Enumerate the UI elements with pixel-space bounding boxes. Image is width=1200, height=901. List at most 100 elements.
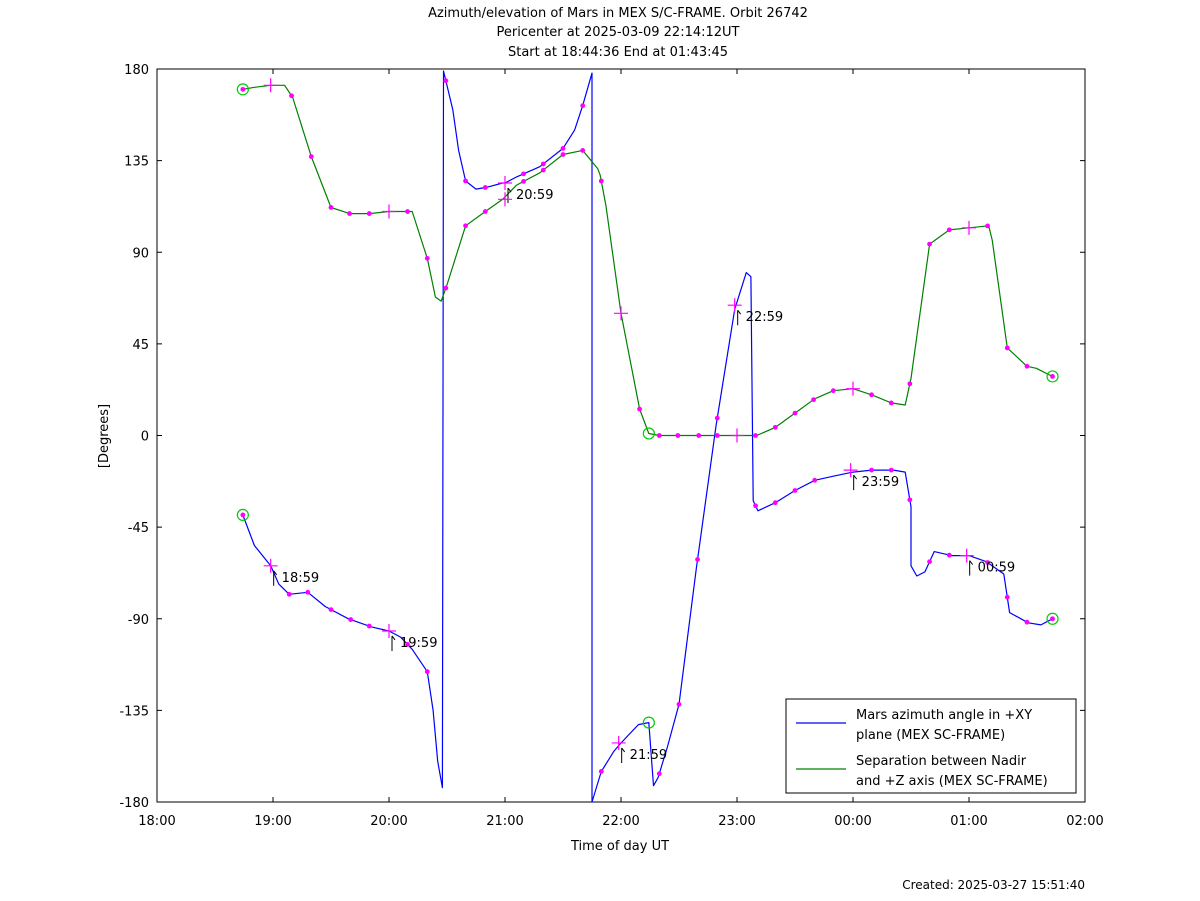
separation-marker-dot	[240, 86, 246, 92]
separation-marker-dot	[598, 178, 604, 184]
separation-marker-dot	[1024, 363, 1030, 369]
azimuth-marker-dot	[348, 617, 354, 622]
endpoint-circle-marker	[1046, 612, 1059, 625]
azimuth-marker-dot	[656, 771, 662, 777]
separation-marker-dot	[308, 154, 314, 159]
hour-label: 00:59	[978, 561, 1015, 576]
separation-marker-dot	[792, 410, 798, 416]
series-line-azimuth	[242, 70, 1053, 803]
separation-marker-dot	[869, 392, 874, 398]
separation-marker-dot	[424, 255, 430, 261]
azimuth-marker-dot	[1024, 619, 1030, 625]
hour-label-pointer	[621, 747, 626, 763]
separation-marker-dot	[888, 400, 894, 406]
legend-label-separation: Separation between Nadir	[856, 754, 1027, 769]
legend-label-azimuth: Mars azimuth angle in +XY	[856, 708, 1032, 723]
hour-label: 22:59	[746, 310, 783, 325]
separation-marker-dot	[540, 167, 546, 173]
hour-label: 18:59	[282, 571, 319, 586]
y-tick-label: -180	[119, 796, 149, 811]
hour-label-pointer	[853, 474, 858, 491]
hour-cross-marker	[843, 463, 858, 478]
azimuth-marker-dot	[772, 500, 778, 506]
separation-marker-dot	[946, 227, 952, 233]
legend-label-azimuth: plane (MEX SC-FRAME)	[856, 728, 1005, 743]
separation-marker-dot	[405, 209, 410, 214]
chart-title-line-2: Pericenter at 2025-03-09 22:14:12UT	[496, 25, 739, 40]
separation-marker-dot	[714, 433, 720, 438]
separation-marker-dot	[289, 93, 294, 99]
azimuth-marker-dot	[366, 623, 372, 629]
x-tick-label: 20:00	[370, 814, 407, 829]
x-tick-label: 23:00	[718, 814, 755, 829]
axes: 18:00 19:00 20:00 21:00 22:00 23:00 00:00 01:00…	[119, 63, 1103, 829]
separation-marker-dot	[811, 397, 816, 403]
hour-cross-marker	[263, 78, 278, 93]
hour-cross-marker	[962, 220, 976, 235]
hour-cross-marker	[614, 306, 628, 321]
azimuth-marker-dot	[907, 497, 913, 503]
y-tick-label: -135	[119, 704, 149, 719]
azimuth-marker-dot	[598, 769, 604, 774]
hour-label-pointer	[969, 560, 974, 576]
hour-cross-marker	[498, 176, 512, 191]
separation-marker-dot	[753, 433, 758, 438]
separation-marker-dot	[1004, 345, 1010, 351]
separation-marker-dot	[656, 433, 662, 438]
endpoint-circle-marker	[1046, 370, 1059, 383]
separation-marker-dot	[985, 223, 990, 229]
hour-cross-marker	[498, 192, 512, 207]
x-tick-label: 22:00	[602, 814, 639, 829]
hour-label-pointer	[507, 187, 512, 204]
x-axis-label: Time of day UT	[570, 839, 669, 854]
x-tick-label: 02:00	[1066, 814, 1103, 829]
separation-marker-dot	[560, 152, 566, 157]
hour-label-pointer	[391, 635, 396, 651]
azimuth-marker-dot	[463, 178, 468, 184]
hour-label: 21:59	[630, 748, 667, 763]
hour-cross-marker	[263, 558, 278, 573]
hour-cross-marker	[846, 381, 860, 396]
chart-title-line-1: Azimuth/elevation of Mars in MEX S/C-FRA…	[428, 6, 808, 21]
separation-marker-dot	[1050, 374, 1055, 379]
azimuth-marker-dot	[240, 512, 246, 518]
azimuth-marker-dot	[405, 642, 410, 647]
azimuth-marker-dot	[812, 477, 818, 483]
azimuth-marker-dot	[1004, 594, 1010, 600]
azimuth-marker-dot	[560, 146, 566, 151]
azimuth-marker-dot	[482, 185, 488, 190]
azimuth-marker-dot	[521, 171, 526, 177]
chart-title: Azimuth/elevation of Mars in MEX S/C-FRA…	[428, 6, 808, 60]
azimuth-marker-dot	[676, 701, 682, 707]
y-tick-label: 180	[124, 63, 149, 78]
x-tick-label: 21:00	[486, 814, 523, 829]
azimuth-marker-dot	[424, 669, 430, 675]
hour-label: 19:59	[400, 636, 437, 651]
separation-marker-dot	[521, 178, 526, 184]
hour-cross-marker	[382, 204, 396, 219]
azimuth-marker-dot	[946, 552, 952, 558]
hour-cross-marker	[382, 623, 396, 638]
azimuth-marker-dot	[714, 415, 720, 421]
y-tick-label: 0	[141, 430, 149, 445]
azimuth-marker-dot	[792, 488, 798, 493]
azimuth-marker-dot	[869, 467, 874, 473]
y-tick-label: -45	[128, 521, 149, 536]
azimuth-marker-dot	[540, 161, 546, 167]
azimuth-marker-dot	[985, 560, 990, 565]
endpoint-circle-marker	[642, 716, 655, 729]
azimuth-marker-dot	[753, 503, 758, 509]
azimuth-marker-dot	[695, 557, 700, 562]
separation-marker-dot	[637, 406, 642, 412]
separation-marker-dot	[328, 205, 334, 210]
hour-cross-marker	[727, 298, 742, 313]
azimuth-marker-dot	[927, 559, 932, 565]
y-tick-label: 135	[124, 155, 149, 170]
azimuth-marker-dot	[286, 591, 292, 597]
chart-title-line-3: Start at 18:44:36 End at 01:43:45	[508, 45, 728, 60]
plot-area: 18:59 19:59 20:59 21:59 22:59 23:59 00:59	[236, 70, 1059, 803]
hour-cross-marker	[611, 735, 626, 750]
separation-marker-dot	[482, 209, 488, 214]
y-tick-label: -90	[128, 613, 149, 628]
